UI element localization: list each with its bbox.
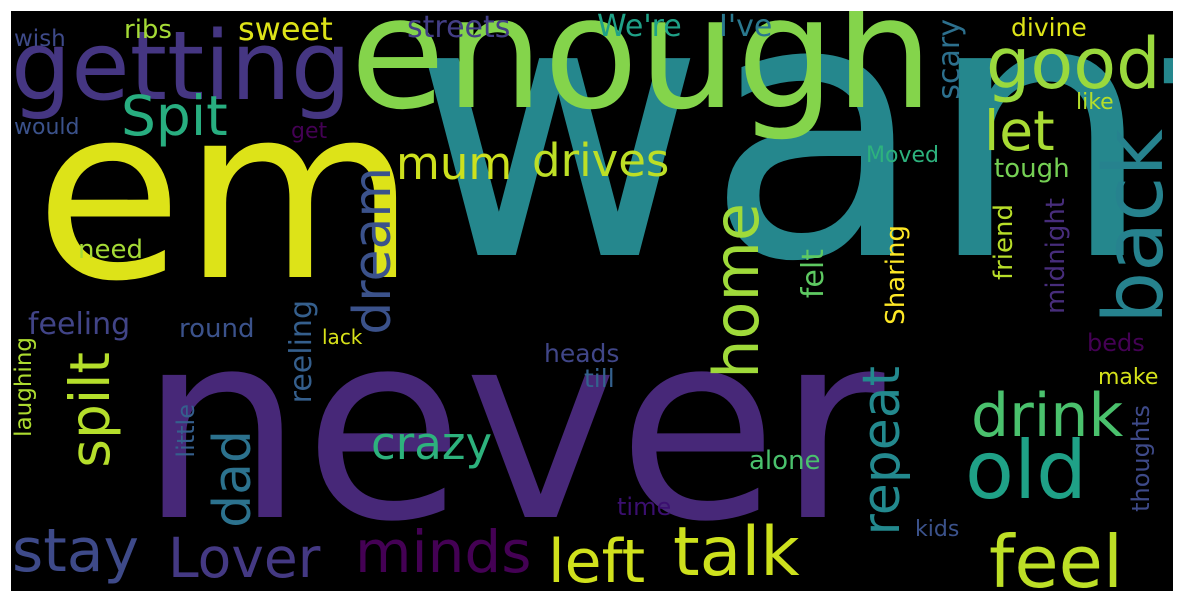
- word-heads: heads: [544, 339, 620, 368]
- word-we-re: We're: [597, 11, 682, 44]
- word-crazy: crazy: [371, 417, 493, 470]
- word-cloud: wantneveremenoughgetting good back Spit let m…: [11, 11, 1173, 591]
- word-round: round: [179, 314, 255, 344]
- word-minds: minds: [355, 518, 532, 586]
- word-alone: alone: [749, 446, 821, 476]
- word-dream: dream: [343, 167, 403, 335]
- word-home: home: [700, 203, 773, 379]
- word-enough: enough: [350, 11, 934, 144]
- word-like: like: [1076, 90, 1114, 115]
- word-kids: kids: [915, 517, 960, 542]
- word-reeling: reeling: [284, 300, 319, 404]
- word-get: get: [291, 119, 328, 144]
- word-left: left: [548, 527, 646, 591]
- word-thoughts: thoughts: [1127, 405, 1155, 512]
- word-felt: felt: [796, 249, 831, 299]
- word-dad: dad: [203, 430, 263, 528]
- word-little: little: [172, 404, 200, 458]
- word-spilt: spilt: [58, 352, 122, 468]
- word-getting: getting: [11, 12, 352, 122]
- word-want: want: [411, 11, 1173, 340]
- word-mum: mum: [396, 137, 513, 190]
- word-drives: drives: [532, 134, 670, 187]
- word-talk: talk: [673, 513, 800, 591]
- word-wish: wish: [14, 26, 66, 52]
- word-friend: friend: [989, 204, 1019, 281]
- word-divine: divine: [1011, 13, 1087, 42]
- word-would: would: [14, 115, 80, 140]
- word-tough: tough: [994, 154, 1070, 184]
- word-moved: Moved: [866, 143, 939, 168]
- word-spit: Spit: [121, 84, 228, 148]
- word-never: never: [139, 277, 885, 579]
- word-em: em: [35, 54, 417, 334]
- word-laughing: laughing: [11, 337, 37, 437]
- word-feel: feel: [989, 520, 1123, 591]
- word-i-ve: I've: [719, 11, 773, 44]
- word-repeat: repeat: [852, 366, 912, 536]
- word-scary: scary: [932, 19, 967, 100]
- word-lover: Lover: [168, 526, 321, 590]
- word-time: time: [617, 493, 672, 521]
- word-feeling: feeling: [28, 307, 131, 342]
- word-sharing: Sharing: [881, 225, 911, 325]
- word-sweet: sweet: [238, 11, 333, 48]
- word-drink: drink: [971, 381, 1124, 451]
- word-streets: streets: [407, 11, 511, 45]
- word-back: back: [1087, 129, 1173, 324]
- word-till: till: [584, 364, 615, 393]
- word-ribs: ribs: [124, 15, 172, 45]
- word-old: old: [965, 424, 1087, 517]
- word-make: make: [1098, 365, 1159, 390]
- word-midnight: midnight: [1041, 198, 1071, 314]
- word-need: need: [78, 235, 143, 265]
- word-let: let: [984, 99, 1055, 163]
- word-stay: stay: [12, 516, 140, 586]
- word-good: good: [986, 23, 1161, 105]
- word-lack: lack: [322, 325, 363, 349]
- word-beds: beds: [1087, 329, 1145, 357]
